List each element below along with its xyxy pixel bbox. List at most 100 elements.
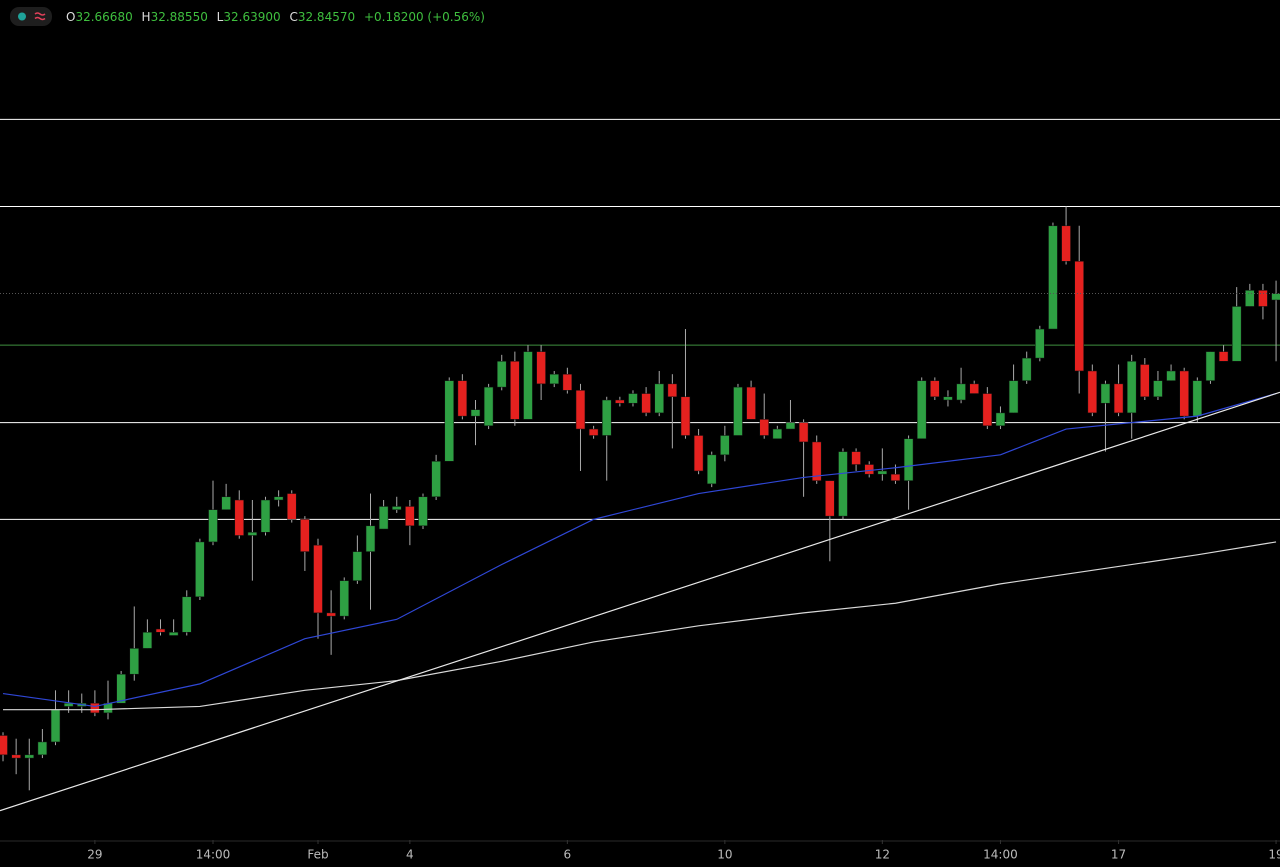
candle-body <box>602 399 612 436</box>
logo-wave <box>34 12 46 21</box>
candle-body <box>431 461 441 498</box>
candle-body <box>418 496 428 527</box>
candle-body <box>969 383 979 394</box>
candle-body <box>1271 293 1280 301</box>
candle-body <box>667 383 678 398</box>
line-series <box>0 391 1280 812</box>
candle-body <box>785 422 796 430</box>
candle-body <box>641 393 651 414</box>
logo-dot <box>18 12 26 21</box>
candle-body <box>457 380 468 417</box>
candle-body <box>1179 370 1189 417</box>
candle-body <box>326 612 336 617</box>
value: 32.63900 <box>223 10 280 24</box>
candle-body <box>392 506 402 510</box>
x-tick-label: 4 <box>406 848 414 862</box>
candle-body <box>37 741 48 756</box>
candle-body <box>90 702 100 714</box>
candle-body <box>24 754 34 759</box>
candle-body <box>444 380 454 462</box>
candle-body <box>182 596 192 633</box>
candle-body <box>890 473 901 481</box>
candle-body <box>1074 261 1084 372</box>
candle-body <box>50 709 61 743</box>
x-tick-label: 17 <box>1111 848 1126 862</box>
candle-body <box>1035 328 1045 359</box>
candle-body <box>759 419 769 436</box>
logo-pill[interactable] <box>10 7 52 26</box>
candle-body <box>654 383 664 414</box>
candle-body <box>733 386 743 436</box>
candle-body <box>1205 351 1216 381</box>
candle-body <box>11 754 21 759</box>
candle-body <box>1231 306 1242 362</box>
label: H <box>142 10 151 24</box>
candle-body <box>575 390 586 430</box>
candle-body <box>1258 290 1268 307</box>
candle-body <box>956 383 966 401</box>
candle-body <box>877 470 888 475</box>
candle-body <box>339 580 349 617</box>
candle-body <box>0 735 8 756</box>
candle-body <box>1166 370 1176 381</box>
candle-body <box>1021 357 1032 381</box>
candle-body <box>720 435 730 456</box>
logo[interactable] <box>10 7 52 26</box>
candle-body <box>825 480 835 517</box>
candle-body <box>195 541 205 598</box>
candle-body <box>549 373 559 385</box>
candle-body <box>470 409 481 417</box>
candle-body <box>995 412 1006 427</box>
candle-body <box>562 373 573 391</box>
candle-body <box>129 648 139 675</box>
candle-body <box>812 441 822 481</box>
candle-body <box>707 454 717 485</box>
candle-body <box>497 361 507 388</box>
candle-body <box>523 351 533 420</box>
candle-body <box>313 544 323 614</box>
candle-body <box>982 393 993 427</box>
candle-body <box>1140 364 1150 398</box>
candle-body <box>903 438 914 481</box>
x-tick-label: 12 <box>875 848 890 862</box>
x-tick-label: 14:00 <box>196 848 231 862</box>
candle-body <box>155 628 166 633</box>
candle-body <box>287 493 297 520</box>
candle-body <box>378 506 389 530</box>
line-series <box>2 392 1277 708</box>
candle-body <box>510 361 520 420</box>
candle-body <box>772 428 783 439</box>
candle-body <box>916 380 927 439</box>
candle-body <box>260 499 271 533</box>
value: 32.88550 <box>151 10 208 24</box>
candle-body <box>1061 225 1071 262</box>
candle-body <box>168 632 179 636</box>
value: 32.84570 <box>298 10 355 24</box>
candle-body <box>615 399 625 404</box>
candle-body <box>838 451 848 517</box>
candle-body <box>628 393 638 404</box>
x-tick-label: 29 <box>87 848 102 862</box>
candle-body <box>746 386 756 420</box>
candle-body <box>300 519 310 552</box>
candle-body <box>693 435 704 472</box>
candle-body <box>221 496 231 510</box>
ohlc-header: O32.66680 H32.88550 L32.63900 C32.84570 … <box>66 10 485 24</box>
label: C <box>289 10 297 24</box>
candle-body <box>273 496 284 501</box>
candle-body <box>1087 370 1098 414</box>
line-series <box>3 541 1277 711</box>
candle-body <box>247 532 258 536</box>
x-tick-label: Feb <box>307 848 328 862</box>
label: L <box>217 10 224 24</box>
candle-body <box>1218 351 1229 362</box>
candle-body <box>943 396 953 401</box>
candle-body <box>851 451 861 465</box>
candle-body <box>1100 383 1111 404</box>
candle-body <box>208 509 218 543</box>
candle-body <box>798 422 809 443</box>
label: O <box>66 10 75 24</box>
candle-body <box>116 673 126 704</box>
candle-body <box>365 525 376 552</box>
